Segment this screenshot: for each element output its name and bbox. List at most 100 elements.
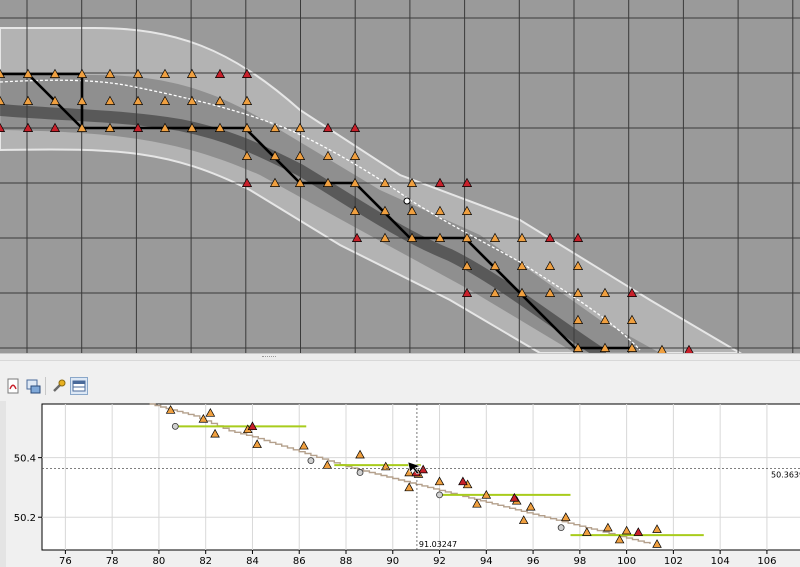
profile-point bbox=[198, 413, 209, 423]
y-axis: 50.4 50.2 bbox=[14, 454, 42, 524]
map-canvas[interactable] bbox=[0, 0, 800, 353]
map-sample-point bbox=[269, 177, 281, 187]
cursor-y-readout: 50.3639 bbox=[771, 470, 800, 479]
map-sample-point bbox=[241, 122, 253, 132]
map-sample-point bbox=[379, 205, 391, 215]
map-sample-point bbox=[186, 95, 198, 105]
map-sample-point bbox=[241, 150, 253, 160]
map-sample-point bbox=[132, 68, 144, 78]
map-sample-point bbox=[186, 68, 198, 78]
map-sample-point bbox=[516, 232, 528, 242]
map-sample-point bbox=[241, 68, 253, 78]
x-tick-label: 86 bbox=[293, 556, 306, 567]
map-sample-point bbox=[351, 232, 363, 242]
map-sample-point bbox=[434, 232, 446, 242]
map-sample-point bbox=[406, 177, 418, 187]
cursor-x-readout: 91.03247 bbox=[419, 540, 457, 549]
x-tick-label: 80 bbox=[153, 556, 166, 567]
profile-plot[interactable]: 76 78 80 82 84 86 88 90 92 94 96 98 100 102 104 106 50.… bbox=[0, 401, 800, 567]
map-sample-point bbox=[489, 260, 501, 270]
map-sample-point bbox=[489, 287, 501, 297]
export-pdf-button[interactable] bbox=[4, 377, 22, 395]
profile-point bbox=[614, 534, 625, 544]
profile-point-highlight bbox=[458, 476, 468, 486]
map-sample-point bbox=[461, 260, 473, 270]
map-sample-point bbox=[76, 122, 88, 132]
map-sample-point bbox=[22, 68, 34, 78]
map-sample-point bbox=[349, 205, 361, 215]
map-sample-point bbox=[269, 150, 281, 160]
x-tick-label: 98 bbox=[573, 556, 586, 567]
map-sample-point bbox=[214, 122, 226, 132]
map-sample-point bbox=[461, 287, 473, 297]
table-view-button[interactable] bbox=[70, 377, 88, 395]
map-sample-point bbox=[599, 342, 611, 352]
map-sample-point bbox=[132, 95, 144, 105]
map-sample-point bbox=[657, 344, 667, 353]
panel-splitter[interactable] bbox=[0, 353, 800, 361]
profile-point-highlight bbox=[418, 464, 428, 474]
x-tick-label: 90 bbox=[386, 556, 399, 567]
profile-point bbox=[652, 524, 662, 533]
profile-point bbox=[404, 482, 414, 492]
map-sample-point bbox=[544, 260, 556, 270]
profile-panel: 76 78 80 82 84 86 88 90 92 94 96 98 100 102 104 106 50.… bbox=[0, 401, 800, 567]
map-sample-point bbox=[544, 287, 556, 297]
profile-point bbox=[603, 522, 613, 532]
map-sample-point bbox=[379, 232, 391, 242]
map-sample-point bbox=[572, 260, 584, 270]
profile-point bbox=[472, 498, 482, 508]
map-sample-point bbox=[461, 205, 473, 215]
map-sample-point bbox=[159, 95, 171, 105]
map-sample-point bbox=[349, 177, 361, 187]
map-sample-point bbox=[626, 342, 638, 352]
table-icon bbox=[72, 380, 86, 392]
map-sample-point bbox=[599, 314, 611, 324]
map-sample-point bbox=[104, 95, 116, 105]
profile-point-highlight bbox=[509, 492, 520, 502]
cursor-icon bbox=[407, 461, 421, 475]
map-sample-point bbox=[0, 95, 6, 105]
y-tick-label: 50.2 bbox=[14, 513, 36, 524]
map-sample-point bbox=[76, 68, 88, 78]
x-tick-label: 102 bbox=[664, 556, 683, 567]
map-sample-point bbox=[572, 287, 584, 297]
export-image-button[interactable] bbox=[24, 377, 42, 395]
y-tick-label: 50.4 bbox=[14, 454, 36, 465]
profile-line bbox=[149, 403, 651, 544]
map-sample-point bbox=[322, 150, 334, 160]
profile-point bbox=[481, 489, 492, 499]
pdf-export-icon bbox=[7, 378, 19, 394]
splitter-grip[interactable] bbox=[262, 356, 276, 359]
map-sample-point bbox=[406, 205, 418, 215]
x-tick-label: 104 bbox=[711, 556, 730, 567]
map-sample-point bbox=[294, 150, 306, 160]
map-sample-point bbox=[349, 122, 361, 132]
profile-point bbox=[210, 428, 220, 438]
toolbar-separator bbox=[45, 377, 46, 395]
profile-point bbox=[561, 512, 571, 521]
x-tick-label: 100 bbox=[617, 556, 636, 567]
map-sample-points bbox=[0, 68, 694, 353]
map-sample-point bbox=[379, 177, 391, 187]
profile-vertex bbox=[557, 524, 565, 532]
profile-point bbox=[252, 439, 262, 448]
map-sample-point bbox=[516, 260, 528, 270]
profile-point bbox=[652, 539, 662, 548]
profile-point bbox=[582, 527, 592, 536]
profile-point bbox=[165, 405, 176, 414]
map-sample-point bbox=[434, 205, 446, 215]
profile-point bbox=[525, 501, 536, 511]
x-axis: 76 78 80 82 84 86 88 90 92 94 96 98 100 102 104 106 bbox=[59, 550, 776, 567]
map-sample-point bbox=[104, 68, 116, 78]
map-sample-point bbox=[572, 314, 584, 324]
map-sample-point bbox=[0, 122, 6, 132]
left-axis-strip bbox=[0, 401, 6, 567]
profile-point bbox=[299, 440, 309, 450]
x-tick-label: 84 bbox=[246, 556, 259, 567]
profile-point bbox=[434, 476, 445, 486]
profile-toolbar bbox=[0, 361, 800, 401]
profile-point bbox=[518, 515, 529, 524]
map-sample-point bbox=[461, 232, 473, 242]
settings-button[interactable] bbox=[50, 377, 68, 395]
